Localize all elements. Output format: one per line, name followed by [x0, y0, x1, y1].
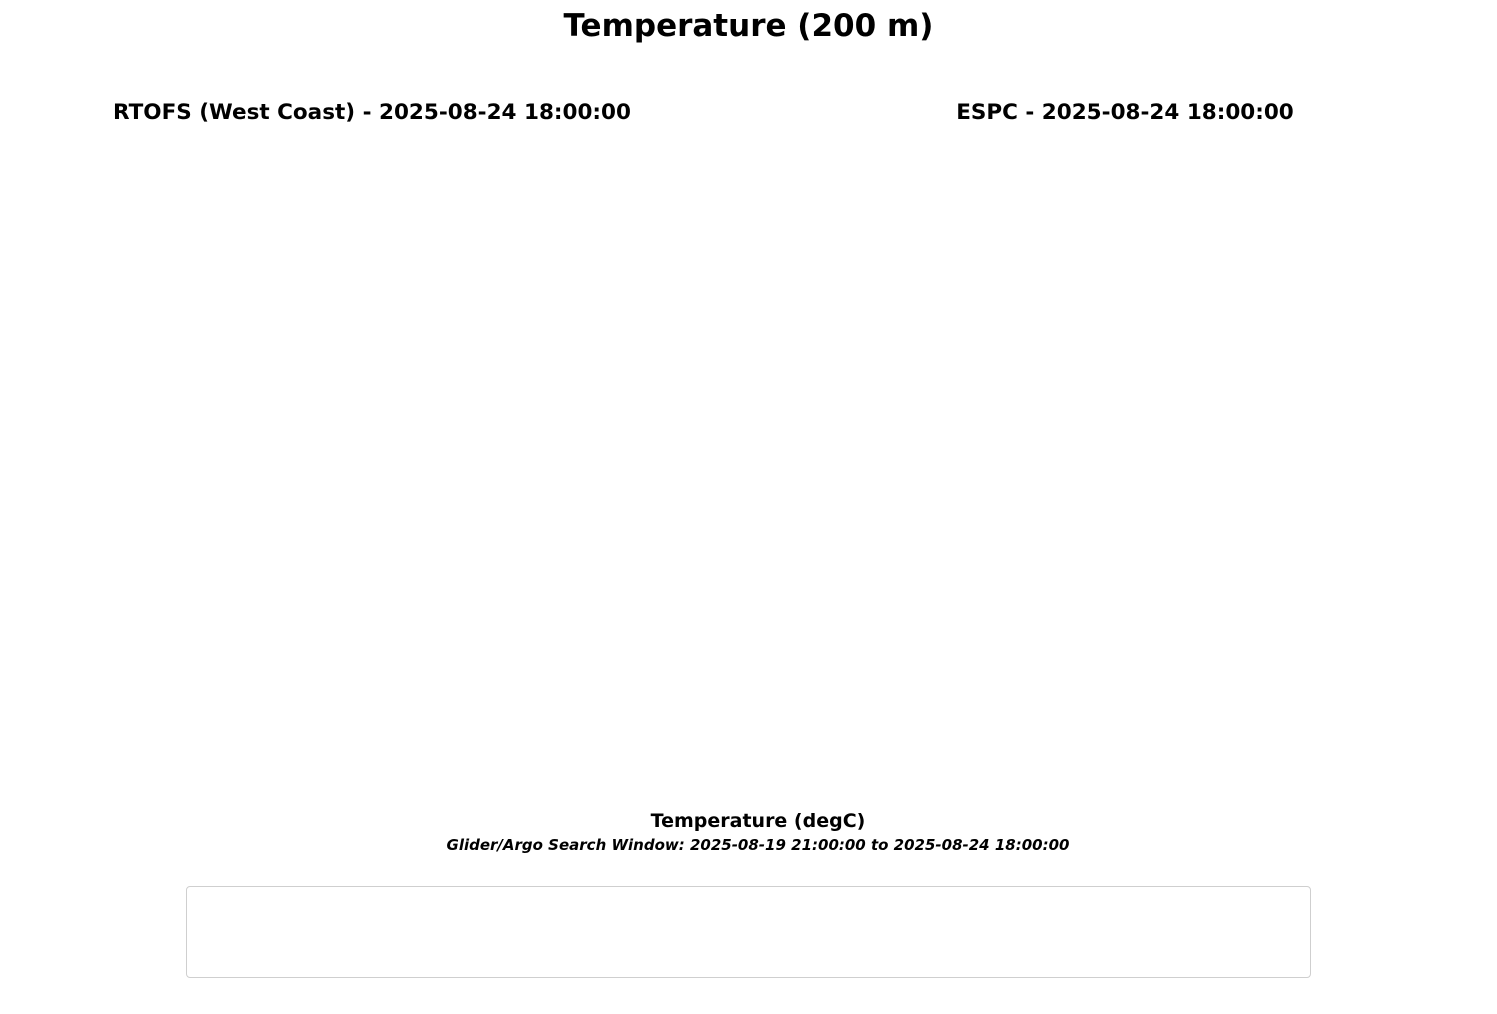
panel-rtofs: RTOFS (West Coast) - 2025-08-24 18:00:00: [83, 100, 661, 750]
map-rtofs: [83, 131, 661, 690]
colorbar-label: Temperature (degC): [650, 810, 866, 832]
platform-legend: [186, 886, 1311, 978]
map-espc: [836, 131, 1414, 690]
colorbar-tick-labels: [55, 783, 1461, 809]
colorbar-gradient: [55, 752, 1461, 783]
panel-title-espc: ESPC - 2025-08-24 18:00:00: [956, 100, 1294, 125]
colorbar: Temperature (degC) Glider/Argo Search Wi…: [55, 752, 1461, 862]
x-axis-labels-espc: [836, 698, 1414, 724]
panel-espc: ESPC - 2025-08-24 18:00:00: [836, 100, 1414, 750]
search-window-subtitle: Glider/Argo Search Window: 2025-08-19 21…: [446, 836, 1070, 854]
x-axis-labels-rtofs: [83, 698, 661, 724]
panel-title-rtofs: RTOFS (West Coast) - 2025-08-24 18:00:00: [113, 100, 631, 125]
figure-title: Temperature (200 m): [563, 8, 934, 44]
